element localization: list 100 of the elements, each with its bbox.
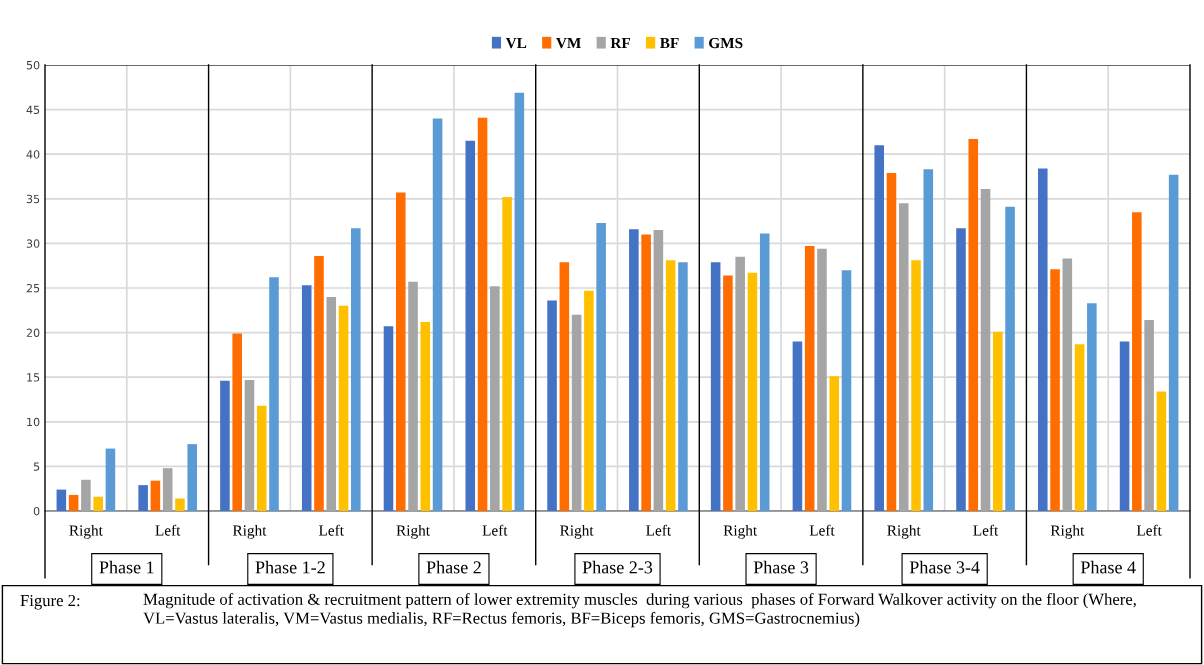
x-tick-label: Right (560, 524, 594, 539)
x-tick-label: Left (809, 524, 835, 536)
bar (804, 246, 815, 511)
y-tick-label: 15 (27, 373, 40, 382)
x-tick-label: Left (646, 524, 672, 536)
bar (956, 228, 966, 511)
bar (187, 444, 197, 511)
bar (1144, 320, 1154, 511)
bar (968, 139, 979, 511)
x-tick-label: Left (973, 524, 999, 536)
x-tick-label: Right (1050, 524, 1085, 539)
bar (584, 290, 594, 511)
bar (269, 277, 279, 511)
bar (162, 468, 173, 511)
legend-label: BF (660, 37, 679, 49)
y-tick-label: 40 (26, 150, 40, 159)
bar (1168, 174, 1179, 511)
bar (665, 260, 676, 511)
bar (874, 145, 884, 511)
bar (105, 448, 116, 511)
y-tick-label: 20 (26, 328, 40, 337)
x-tick-label: Right (69, 524, 103, 539)
bar (993, 331, 1003, 511)
bar (465, 140, 476, 511)
legend-label: VL (505, 37, 527, 49)
bar (395, 192, 406, 511)
text: Phase 2-3 (582, 560, 653, 574)
bar (735, 256, 745, 511)
bar (175, 498, 185, 511)
bar (68, 494, 79, 511)
bar (232, 333, 242, 511)
bar (571, 314, 582, 511)
bar (326, 296, 337, 511)
text: Phase 1 (99, 560, 154, 574)
bar (559, 262, 570, 511)
bar (547, 300, 557, 511)
y-tick-label: 35 (26, 194, 40, 204)
bar (1119, 341, 1130, 511)
text: Phase 3-4 (909, 560, 980, 574)
bar (56, 489, 67, 511)
bar (351, 228, 361, 511)
bar (923, 169, 934, 511)
bar (1062, 258, 1073, 511)
text: Phase 4 (1080, 560, 1136, 574)
bar (477, 117, 488, 511)
y-tick-label: 0 (33, 506, 40, 516)
bar (710, 262, 721, 511)
legend-label: GMS (709, 37, 743, 49)
bar (980, 188, 991, 511)
bar (150, 480, 161, 511)
bar (829, 376, 840, 511)
bar (1038, 168, 1048, 511)
bar (220, 380, 230, 511)
bar (792, 341, 803, 511)
bar (81, 479, 91, 511)
y-tick-label: 45 (26, 105, 40, 114)
bar (408, 281, 418, 511)
bar (1087, 303, 1097, 511)
x-tick-label: Right (396, 524, 430, 539)
caption: Figure 2: (20, 594, 80, 610)
bar (898, 203, 909, 511)
bar (629, 229, 639, 511)
text: Phase 3 (753, 560, 809, 574)
bar (256, 405, 267, 511)
bar (138, 485, 148, 511)
bar (817, 248, 827, 511)
x-tick-label: Right (232, 524, 267, 539)
bar (723, 275, 733, 511)
x-tick-label: Right (723, 524, 758, 539)
bar (93, 496, 103, 511)
bar (596, 222, 606, 511)
bar (653, 230, 664, 511)
y-tick-label: 25 (26, 283, 40, 293)
x-tick-label: Left (482, 524, 508, 536)
bar (747, 272, 758, 511)
bar (1005, 206, 1015, 511)
bar (1132, 212, 1142, 511)
bar (301, 285, 312, 511)
bar (314, 255, 324, 511)
legend-label: VM (556, 37, 581, 49)
bar (911, 260, 921, 511)
bar (1074, 344, 1085, 511)
bar (678, 262, 688, 511)
x-tick-label: Right (887, 524, 921, 539)
y-tick-label: 10 (27, 417, 40, 427)
x-tick-label: Left (155, 524, 181, 536)
bar (502, 197, 512, 511)
legend-label: RF (610, 37, 630, 48)
bar (514, 92, 525, 511)
bar (338, 305, 349, 511)
bar (432, 118, 443, 511)
bar (841, 270, 852, 511)
bar (759, 233, 770, 511)
bar (1050, 269, 1060, 511)
text: Phase 1-2 (255, 560, 325, 574)
bar (886, 172, 897, 511)
bar (244, 379, 255, 511)
x-tick-label: Left (318, 524, 344, 536)
bar (490, 286, 500, 511)
text: Magnitude of activation & recruitment pattern of lower extremity muscles during various phases of Forward Walkover activity on the floor (Where, VL=Vastus lateralis, VM=Vastus medialis, RF=Rectus femoris, BF=Biceps femoris, GMS=Gastrocnemius) (143, 593, 1136, 628)
